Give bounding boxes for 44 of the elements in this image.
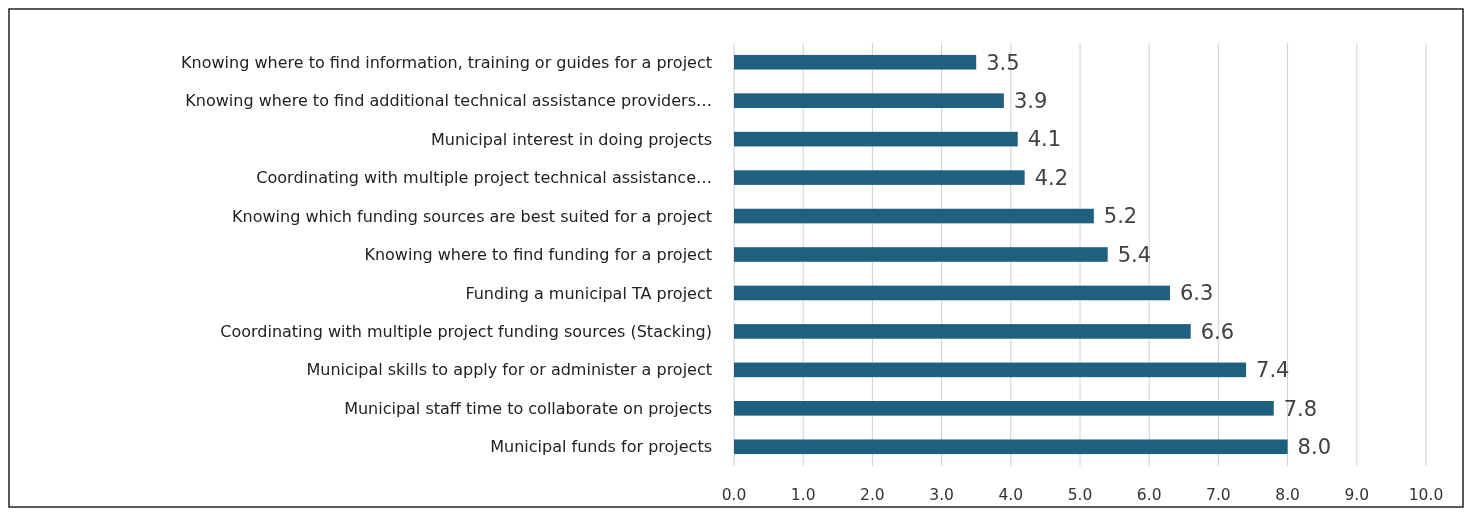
bar: [734, 324, 1191, 339]
y-tick-label: Knowing where to find information, training or guides for a project: [181, 52, 712, 72]
x-tick-label: 9.0: [1344, 486, 1370, 504]
y-tick-label: Coordinating with multiple project technical assistance…: [256, 168, 712, 188]
bar: [734, 362, 1247, 378]
x-tick-label: 3.0: [929, 486, 954, 504]
data-label: 3.9: [1013, 89, 1048, 114]
x-tick-label: 5.0: [1067, 486, 1093, 504]
y-tick-label: Knowing which funding sources are best suited for a project: [232, 206, 712, 226]
bar: [734, 247, 1108, 262]
data-label: 6.6: [1200, 319, 1235, 344]
data-label: 7.8: [1283, 396, 1318, 421]
data-label: 5.4: [1117, 242, 1152, 267]
data-label: 4.2: [1034, 165, 1069, 190]
bar: [734, 401, 1274, 416]
data-label: 4.1: [1027, 127, 1062, 152]
bar: [734, 208, 1094, 224]
bar: [734, 131, 1018, 147]
y-tick-label: Funding a municipal TA project: [465, 283, 712, 303]
bar: [734, 285, 1170, 301]
bar: [734, 439, 1288, 455]
y-tick-label: Knowing where to find funding for a project: [364, 245, 712, 265]
x-tick-label: 0.0: [721, 486, 747, 504]
data-label: 7.4: [1256, 358, 1290, 383]
bar: [734, 54, 977, 70]
data-label: 5.2: [1103, 204, 1138, 229]
data-label: 6.3: [1179, 281, 1214, 306]
data-label: 8.0: [1297, 435, 1332, 460]
y-tick-label: Municipal funds for projects: [490, 437, 712, 457]
x-tick-label: 1.0: [790, 486, 816, 504]
y-tick-label: Coordinating with multiple project funding sources (Stacking): [220, 322, 712, 342]
y-tick-label: Knowing where to find additional technical assistance providers…: [185, 91, 712, 111]
data-label: 3.5: [986, 50, 1020, 75]
bar: [734, 170, 1025, 185]
y-tick-label: Municipal skills to apply for or administer a project: [306, 360, 712, 380]
x-tick-label: 2.0: [860, 486, 885, 504]
bar: [734, 93, 1004, 108]
y-tick-label: Municipal interest in doing projects: [430, 129, 712, 149]
x-tick-label: 7.0: [1206, 486, 1231, 504]
y-tick-label: Municipal staff time to collaborate on projects: [344, 398, 712, 418]
x-tick-label: 4.0: [998, 486, 1024, 504]
x-tick-label: 10.0: [1408, 486, 1444, 504]
x-tick-label: 6.0: [1136, 486, 1162, 504]
x-tick-label: 8.0: [1275, 486, 1300, 504]
